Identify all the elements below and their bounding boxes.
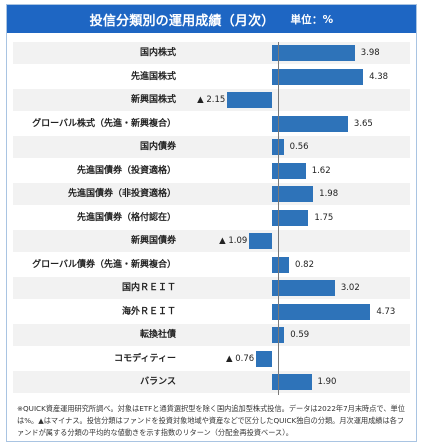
chart-panel: 投信分類別の運用成績（月次） 単位：% 国内株式 3.98 先進国株式 4.38 新興国…	[6, 4, 417, 442]
bar	[272, 68, 364, 85]
chart-row: 国内ＲＥＩＴ 3.02	[7, 277, 416, 299]
chart-row: 海外ＲＥＩＴ 4.73	[7, 301, 416, 323]
category-label: グローバル債券（先進・新興複合）	[32, 259, 176, 270]
category-label: 国内ＲＥＩＴ	[121, 283, 176, 293]
bar	[272, 209, 309, 226]
value-label: 0.82	[295, 259, 314, 270]
bar	[272, 374, 312, 390]
bar	[272, 186, 314, 202]
chart-row: 先進国債券（投資適格） 1.62	[7, 160, 416, 182]
value-label: 4.73	[376, 306, 396, 317]
chart-row: 国内株式 3.98	[7, 42, 416, 64]
category-label: 国内株式	[139, 48, 176, 58]
footnote: ※QUICK資産運用研究所調べ。対象はETFと通貨選択型を除く国内追加型株式投信…	[17, 404, 405, 437]
category-label: 転換社債	[139, 330, 176, 340]
bar	[272, 280, 335, 296]
value-label: 0.56	[289, 142, 309, 152]
bar	[272, 256, 290, 273]
chart-title: 投信分類別の運用成績（月次）	[89, 13, 275, 29]
value-label: 3.98	[360, 48, 380, 58]
unit-label: 単位：%	[290, 13, 334, 26]
chart-row: コモディティー ▲ 0.76	[7, 348, 416, 370]
chart-row: 先進国株式 4.38	[7, 66, 416, 88]
bar	[272, 45, 355, 61]
zero-axis-line	[278, 42, 279, 395]
chart-header: 投信分類別の運用成績（月次） 単位：%	[7, 5, 416, 33]
row-background	[13, 136, 410, 158]
chart-row: グローバル株式（先進・新興複合） 3.65	[7, 113, 416, 135]
bar	[272, 115, 348, 132]
category-label: 先進国債券（格付認在）	[76, 212, 176, 223]
bar	[256, 350, 272, 367]
value-label: 1.75	[314, 212, 334, 223]
row-background	[13, 371, 410, 393]
value-label: 4.38	[369, 71, 389, 82]
row-background	[13, 230, 410, 252]
category-label: 先進国株式	[130, 71, 176, 82]
category-label: 新興国株式	[130, 95, 176, 105]
chart-row: 先進国債券（格付認在） 1.75	[7, 207, 416, 229]
category-label: バランス	[140, 377, 176, 387]
category-label: 先進国債券（投資適格）	[76, 165, 176, 176]
value-label: ▲ 1.09	[219, 236, 248, 246]
value-label: ▲ 0.76	[226, 353, 255, 364]
chart-row: 新興国債券 ▲ 1.09	[7, 230, 416, 252]
chart-row: グローバル債券（先進・新興複合） 0.82	[7, 254, 416, 276]
bar	[272, 162, 306, 179]
chart-row: 先進国債券（非投資適格） 1.98	[7, 183, 416, 205]
category-label: 海外ＲＥＩＴ	[121, 306, 176, 317]
value-label: 0.59	[290, 330, 310, 340]
chart-row: バランス 1.90	[7, 371, 416, 393]
bar	[272, 303, 371, 320]
value-label: 1.62	[311, 165, 331, 176]
bar	[249, 233, 272, 249]
category-label: グローバル株式（先進・新興複合）	[32, 118, 176, 129]
chart-row: 国内債券 0.56	[7, 136, 416, 158]
value-label: 3.02	[340, 283, 360, 293]
bar	[227, 92, 272, 108]
row-background	[13, 89, 410, 111]
bar	[272, 139, 284, 155]
value-label: 1.98	[319, 189, 339, 199]
value-label: 1.90	[317, 377, 337, 387]
category-label: 先進国債券（非投資適格）	[67, 189, 176, 199]
value-label: ▲ 2.15	[197, 95, 226, 105]
chart-row: 新興国株式 ▲ 2.15	[7, 89, 416, 111]
category-label: 国内債券	[139, 142, 176, 152]
category-label: 新興国債券	[130, 236, 176, 246]
chart-row: 転換社債 0.59	[7, 324, 416, 346]
row-background	[13, 324, 410, 346]
bar-chart: 国内株式 3.98 先進国株式 4.38 新興国株式 ▲ 2.15 グローバル株式（先進・新…	[7, 42, 416, 395]
value-label: 3.65	[353, 118, 373, 129]
category-label: コモディティー	[114, 353, 176, 364]
